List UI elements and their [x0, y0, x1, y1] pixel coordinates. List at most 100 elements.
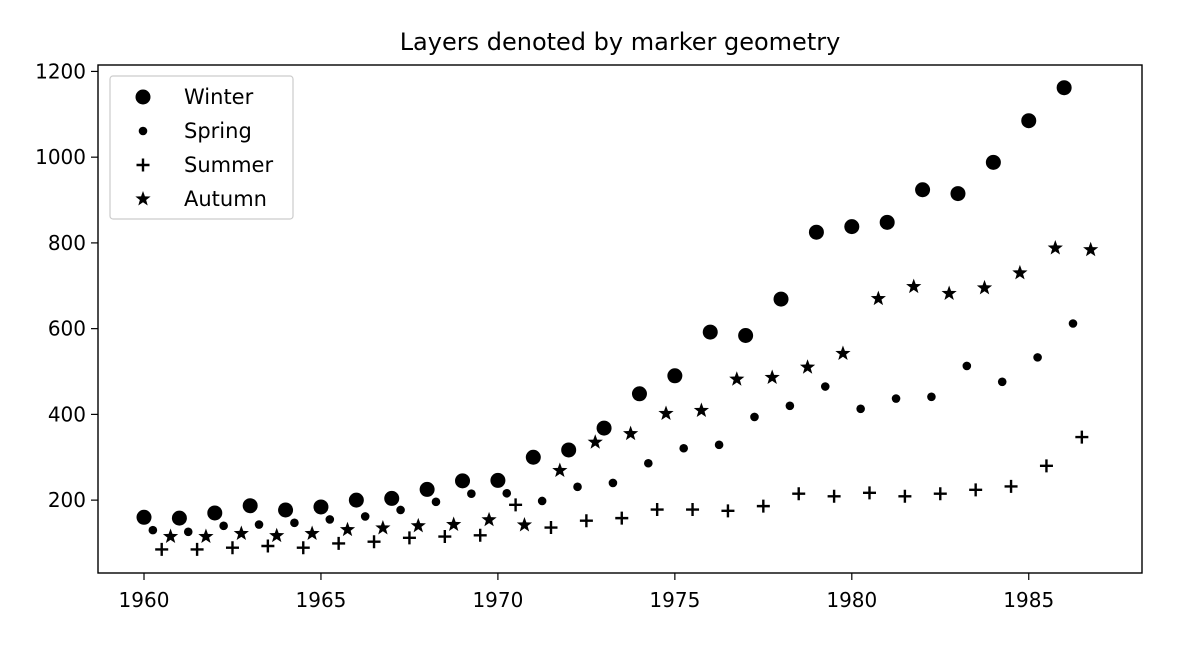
legend-marker-winter — [135, 89, 151, 105]
point-autumn — [587, 434, 603, 449]
legend-label: Summer — [184, 153, 273, 177]
point-winter — [985, 154, 1001, 170]
point-summer — [544, 521, 558, 535]
point-autumn — [1047, 240, 1063, 255]
point-summer — [473, 528, 487, 542]
chart-title: Layers denoted by marker geometry — [400, 28, 841, 56]
legend-marker-spring — [138, 126, 148, 136]
point-spring — [856, 404, 865, 414]
point-spring — [714, 440, 724, 450]
point-autumn — [870, 290, 886, 306]
point-autumn — [976, 279, 993, 295]
point-spring — [679, 443, 689, 453]
point-autumn — [446, 516, 462, 532]
point-winter — [313, 499, 329, 515]
plot-frame — [97, 64, 1143, 574]
y-tick-label: 1200 — [35, 59, 86, 83]
point-winter — [490, 472, 506, 488]
y-tick-label: 200 — [48, 488, 86, 512]
point-winter — [525, 449, 541, 465]
point-spring — [750, 412, 759, 422]
point-summer — [686, 503, 700, 517]
series-summer — [155, 430, 1089, 556]
series-winter — [136, 80, 1072, 526]
point-summer — [296, 541, 310, 555]
legend-marker-summer — [136, 158, 150, 172]
x-tick-label: 1985 — [1003, 588, 1054, 612]
point-autumn — [764, 369, 780, 384]
point-autumn — [658, 405, 674, 420]
y-tick-label: 400 — [48, 402, 86, 426]
point-summer — [225, 541, 239, 555]
point-spring — [608, 478, 618, 488]
point-spring — [962, 361, 972, 371]
point-spring — [502, 488, 512, 498]
point-winter — [171, 510, 187, 526]
point-spring — [183, 527, 193, 537]
point-spring — [537, 496, 547, 506]
point-summer — [509, 498, 523, 512]
y-tick-label: 1000 — [35, 145, 86, 169]
point-winter — [136, 509, 152, 525]
point-winter — [702, 324, 718, 340]
point-summer — [402, 531, 416, 545]
point-winter — [1056, 80, 1072, 96]
x-tick-label: 1980 — [826, 588, 877, 612]
point-winter — [455, 473, 471, 489]
point-autumn — [729, 371, 745, 386]
point-summer — [827, 489, 841, 503]
point-spring — [1068, 319, 1078, 328]
point-winter — [419, 481, 435, 497]
point-winter — [879, 214, 895, 230]
point-summer — [261, 539, 275, 553]
x-tick-label: 1975 — [649, 588, 700, 612]
x-tick-label: 1960 — [119, 588, 170, 612]
point-summer — [792, 487, 806, 501]
point-summer — [650, 503, 664, 517]
point-summer — [1004, 479, 1018, 493]
point-spring — [290, 518, 299, 528]
point-spring — [927, 392, 936, 402]
legend-marker-autumn — [135, 191, 151, 206]
point-winter — [950, 186, 966, 202]
point-summer — [615, 511, 629, 525]
x-tick-label: 1970 — [472, 588, 523, 612]
point-winter — [773, 291, 789, 307]
point-winter — [278, 502, 294, 518]
point-autumn — [269, 527, 285, 543]
point-summer — [1039, 459, 1053, 473]
point-spring — [219, 521, 228, 531]
point-winter — [844, 219, 860, 235]
point-spring — [254, 520, 264, 529]
legend-box — [109, 75, 294, 220]
point-spring — [467, 489, 476, 498]
point-autumn — [410, 517, 426, 533]
point-autumn — [481, 511, 497, 527]
point-autumn — [799, 359, 816, 374]
point-autumn — [941, 285, 957, 300]
point-autumn — [693, 402, 710, 417]
point-summer — [969, 483, 983, 497]
point-winter — [561, 442, 577, 458]
point-summer — [1075, 430, 1089, 444]
point-winter — [631, 386, 647, 402]
point-summer — [155, 542, 169, 556]
point-summer — [721, 504, 735, 518]
point-spring — [148, 525, 158, 535]
point-spring — [325, 515, 335, 524]
point-spring — [891, 394, 901, 403]
point-winter — [808, 224, 824, 240]
point-winter — [667, 368, 683, 384]
point-autumn — [1012, 264, 1028, 280]
point-summer — [579, 514, 593, 528]
point-summer — [862, 486, 876, 500]
point-spring — [573, 482, 582, 492]
legend: Winter Spring Summer Autumn — [109, 75, 294, 220]
point-autumn — [1083, 241, 1099, 257]
point-autumn — [835, 345, 851, 360]
point-spring — [820, 382, 830, 391]
point-autumn — [516, 516, 533, 532]
point-summer — [367, 535, 381, 549]
point-autumn — [198, 528, 214, 544]
